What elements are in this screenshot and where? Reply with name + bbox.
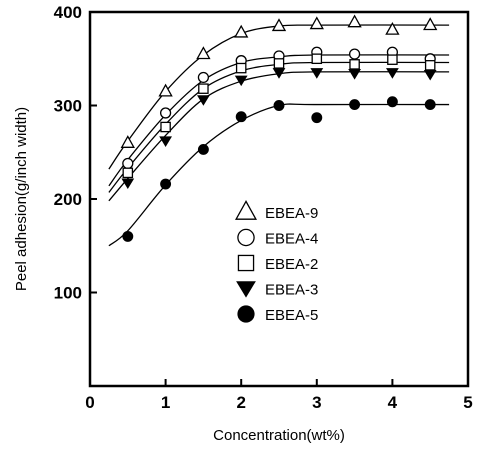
x-tick-label: 5 — [463, 393, 472, 412]
legend-marker-ebea-5 — [237, 305, 255, 323]
point-ebea-4 — [197, 71, 209, 84]
x-axis-label: Concentration(wt%) — [213, 427, 345, 444]
fit-line-ebea-2 — [108, 61, 450, 193]
point-ebea-3 — [423, 69, 437, 81]
y-tick-label: 200 — [54, 190, 82, 209]
fit-line-ebea-5 — [108, 103, 450, 247]
point-ebea-2 — [235, 62, 247, 74]
y-tick-label: 400 — [54, 3, 82, 22]
point-ebea-9 — [423, 17, 438, 31]
y-tick-label: 300 — [54, 97, 82, 116]
x-tick-label: 1 — [161, 393, 170, 412]
point-ebea-4 — [122, 157, 134, 170]
y-tick-label: 100 — [54, 284, 82, 303]
legend: EBEA-9 EBEA-4 EBEA-2 EBEA-3 EBEA-5 — [234, 200, 318, 324]
point-ebea-5 — [349, 99, 361, 111]
fit-line-ebea-4 — [108, 54, 450, 187]
point-ebea-2 — [387, 54, 398, 65]
x-tick-label: 2 — [236, 393, 245, 412]
legend-label-ebea-9: EBEA-9 — [265, 205, 318, 222]
point-ebea-5 — [235, 111, 247, 123]
point-ebea-3 — [121, 178, 135, 190]
point-ebea-9 — [120, 135, 135, 148]
point-ebea-5 — [197, 143, 209, 155]
point-ebea-3 — [348, 69, 361, 80]
point-ebea-5 — [160, 178, 172, 190]
legend-marker-ebea-3 — [236, 281, 256, 298]
point-ebea-4 — [160, 107, 172, 119]
point-ebea-4 — [348, 48, 361, 60]
point-ebea-2 — [273, 58, 285, 69]
legend-marker-ebea-4 — [237, 228, 255, 247]
point-ebea-2 — [160, 121, 171, 133]
data-markers — [120, 14, 438, 242]
point-ebea-5 — [424, 99, 436, 111]
point-ebea-9 — [234, 24, 249, 38]
legend-label-ebea-3: EBEA-3 — [265, 282, 318, 299]
legend-label-ebea-4: EBEA-4 — [265, 231, 318, 248]
point-ebea-9 — [158, 83, 173, 97]
point-ebea-5 — [311, 112, 323, 124]
point-ebea-9 — [196, 46, 211, 60]
point-ebea-3 — [310, 68, 324, 79]
x-tick-label: 4 — [388, 393, 398, 412]
point-ebea-5 — [386, 96, 398, 108]
point-ebea-5 — [122, 230, 134, 242]
point-ebea-2 — [122, 167, 134, 179]
point-ebea-2 — [424, 60, 436, 71]
y-axis-ticks: 100 200 300 400 — [54, 3, 97, 303]
point-ebea-3 — [159, 136, 172, 147]
point-ebea-2 — [311, 53, 323, 65]
legend-marker-ebea-2 — [237, 254, 255, 272]
x-tick-label: 0 — [85, 393, 94, 412]
point-ebea-3 — [197, 95, 210, 106]
point-ebea-3 — [386, 68, 399, 79]
point-ebea-3 — [234, 75, 248, 87]
point-ebea-2 — [349, 59, 360, 70]
fit-line-ebea-3 — [108, 71, 450, 202]
y-axis-label: Peel adhesion(g/inch width) — [13, 107, 30, 291]
x-tick-label: 3 — [312, 393, 321, 412]
point-ebea-5 — [273, 100, 285, 111]
point-ebea-9 — [309, 16, 324, 30]
legend-label-ebea-2: EBEA-2 — [265, 256, 318, 273]
point-ebea-9 — [347, 14, 362, 28]
x-axis-ticks: 0 1 2 3 4 5 — [85, 379, 473, 412]
fit-line-ebea-9 — [108, 24, 450, 170]
point-ebea-9 — [271, 18, 287, 32]
point-ebea-2 — [198, 83, 209, 94]
legend-label-ebea-5: EBEA-5 — [265, 307, 318, 324]
legend-marker-ebea-9 — [234, 200, 258, 220]
point-ebea-3 — [272, 68, 286, 79]
point-ebea-9 — [385, 21, 400, 35]
